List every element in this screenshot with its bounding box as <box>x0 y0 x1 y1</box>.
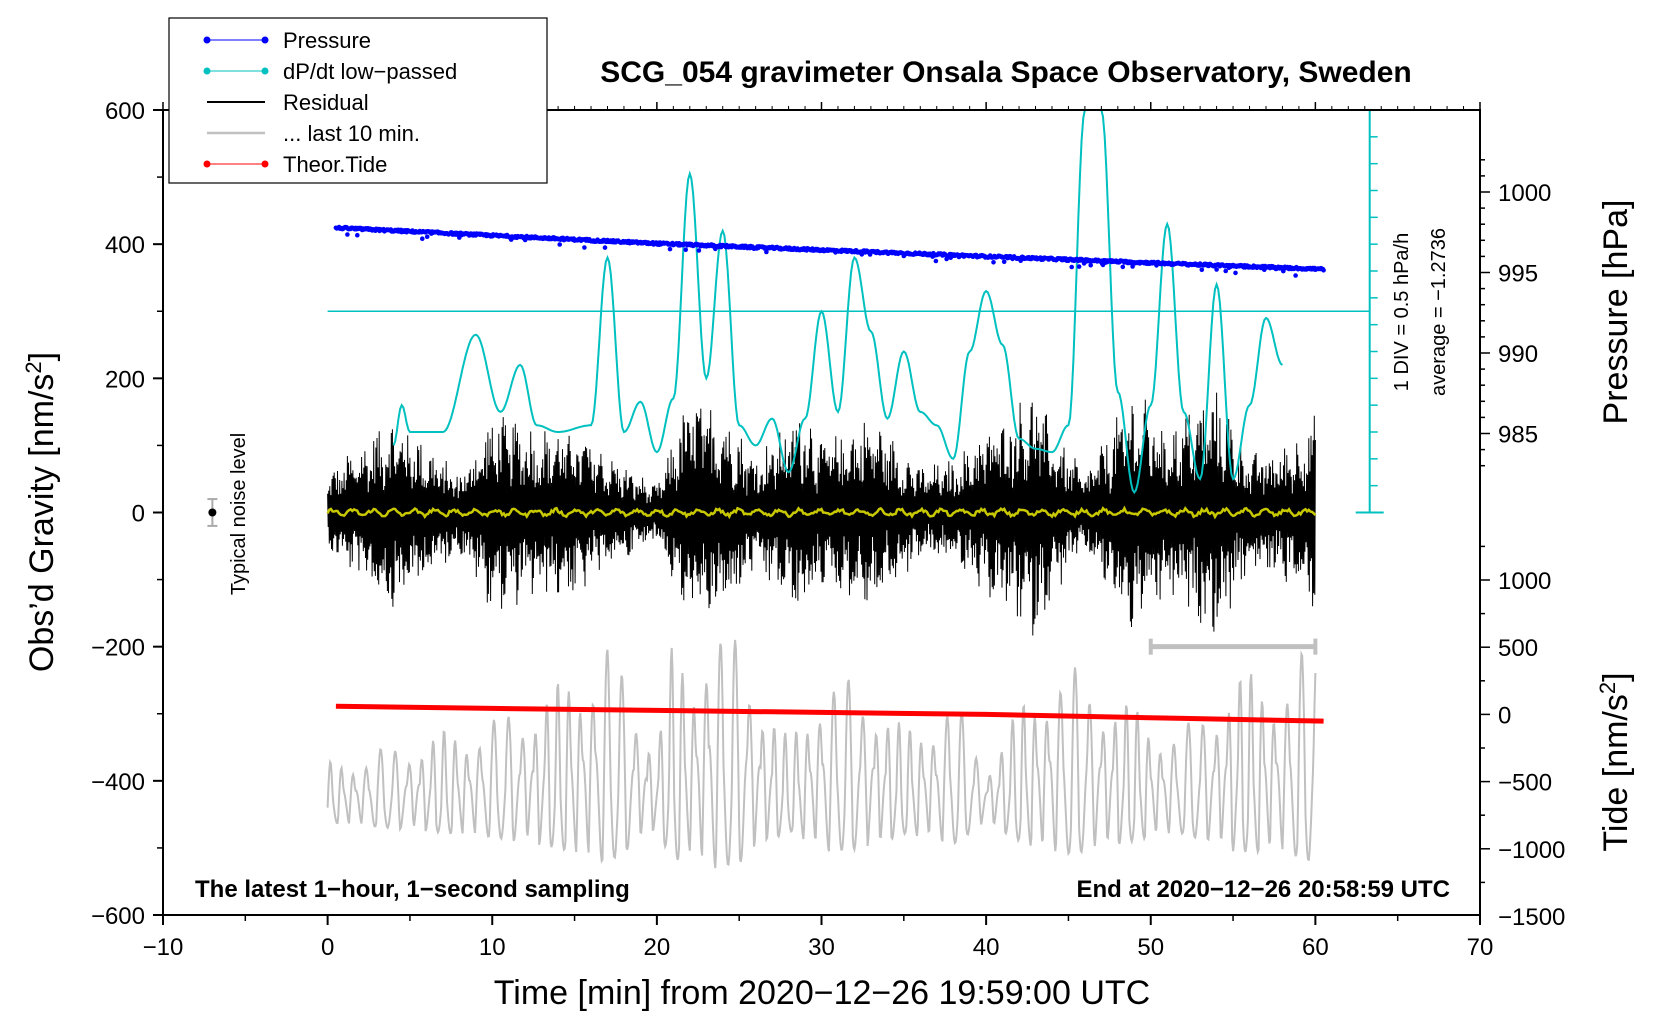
pressure-point <box>991 260 996 265</box>
pressure-point <box>933 258 939 264</box>
tide-tick-label: −1500 <box>1498 904 1565 931</box>
annotation-noise-level: Typical noise level <box>228 433 250 595</box>
chart-title: SCG_054 gravimeter Onsala Space Observat… <box>600 56 1412 89</box>
tide-series <box>335 703 1324 724</box>
pressure-point <box>683 247 688 252</box>
x-tick-label: −10 <box>143 934 184 961</box>
y-tick-label: 200 <box>105 366 145 393</box>
legend-marker <box>203 36 211 44</box>
y-axis-title: Obs’d Gravity [nm/s2] <box>21 352 61 672</box>
pressure-axis-title: Pressure [hPa] <box>1597 200 1635 425</box>
y-axis-title-sup: 2 <box>21 361 46 373</box>
pressure-point <box>602 245 608 250</box>
pressure-tick-label: 985 <box>1498 422 1538 449</box>
pressure-point <box>1088 262 1093 268</box>
y-tick-label: 0 <box>132 501 145 528</box>
legend-label: dP/dt low−passed <box>283 59 457 84</box>
legend-entries: Pressure dP/dt low−passed Residual ... last… <box>203 28 457 177</box>
legend-marker <box>261 67 269 75</box>
legend: Pressure dP/dt low−passed Residual ... last… <box>168 17 548 184</box>
x-tick-label: 10 <box>479 934 506 961</box>
pressure-point <box>1233 270 1238 276</box>
pressure-point <box>1120 264 1126 270</box>
x-tick-label: 20 <box>644 934 671 961</box>
pressure-tick-label: 1000 <box>1498 180 1551 207</box>
tide-tick-label: 0 <box>1498 702 1511 729</box>
y-axis-title-main: Obs’d Gravity [nm/s <box>23 374 61 673</box>
x-tick-label: 40 <box>973 934 1000 961</box>
pressure-point <box>582 245 587 250</box>
residual-line <box>327 392 1316 636</box>
y-tick-label: 400 <box>105 232 145 259</box>
pressure-tick-label: 995 <box>1498 261 1538 288</box>
x-tick-label: 30 <box>808 934 835 961</box>
legend-label: ... last 10 min. <box>283 121 420 146</box>
pressure-tick-label: 990 <box>1498 341 1538 368</box>
tide-axis-title: Tide [nm/s2] <box>1595 672 1635 851</box>
tide-tick-label: 1000 <box>1498 568 1551 595</box>
pressure-series <box>333 224 1326 278</box>
pressure-point <box>1069 264 1074 270</box>
x-tick-label: 70 <box>1467 934 1494 961</box>
y-tick-label: 600 <box>105 98 145 125</box>
pressure-point <box>1223 268 1228 274</box>
tide-axis-title-sup: 2 <box>1595 682 1620 694</box>
annotation-average: average = −1.2736 <box>1428 228 1450 396</box>
pressure-point <box>1321 268 1326 273</box>
y-axis-title-close: ] <box>23 352 61 361</box>
legend-label: Theor.Tide <box>283 152 387 177</box>
x-tick-label: 50 <box>1137 934 1164 961</box>
legend-label: Residual <box>283 90 369 115</box>
last-10-min-series <box>326 639 1317 869</box>
residual-series <box>326 392 1317 636</box>
legend-marker <box>261 160 269 168</box>
annotation-div: 1 DIV = 0.5 hPa/h <box>1391 233 1413 391</box>
pressure-point <box>1293 273 1298 278</box>
pressure-point <box>696 248 702 253</box>
legend-marker <box>261 36 269 44</box>
tide-axis-title-close: ] <box>1597 672 1635 681</box>
legend-marker <box>203 67 211 75</box>
legend-label: Pressure <box>283 28 371 53</box>
pressure-point <box>1130 264 1135 269</box>
residual-smoothed-line <box>326 505 1317 520</box>
pressure-point <box>1076 264 1082 269</box>
dpdt-series <box>327 109 1384 514</box>
dpdt-line <box>392 109 1284 495</box>
pressure-point <box>424 234 430 239</box>
y-tick-label: −400 <box>91 769 145 796</box>
pressure-point <box>557 242 562 247</box>
pressure-point <box>1001 259 1007 265</box>
last-10-min-line <box>326 639 1317 869</box>
pressure-point <box>355 232 360 238</box>
pressure-point <box>345 232 350 237</box>
tide-tick-label: −1000 <box>1498 837 1565 864</box>
legend-marker <box>203 160 211 168</box>
pressure-point <box>667 246 673 252</box>
legend-box <box>168 17 548 184</box>
tide-tick-label: 500 <box>1498 635 1538 662</box>
chart-annotations-marks <box>207 498 1318 655</box>
tide-tick-label: −500 <box>1498 770 1552 797</box>
y-tick-label: −600 <box>91 903 145 930</box>
tide-line <box>335 703 1324 724</box>
tide-axis-title-main: Tide [nm/s <box>1597 694 1635 851</box>
annotation-end-time: End at 2020−12−26 20:58:59 UTC <box>1076 876 1450 903</box>
x-tick-label: 60 <box>1302 934 1329 961</box>
y-tick-label: −200 <box>91 635 145 662</box>
axes: −10 0 10 20 30 40 50 60 70 −600 −400 −200 0 200 400 600… <box>91 98 1565 961</box>
x-tick-label: 0 <box>321 934 334 961</box>
pressure-point <box>1214 267 1219 272</box>
annotation-latest-hour: The latest 1−hour, 1−second sampling <box>195 876 630 903</box>
pressure-point <box>1199 267 1205 273</box>
pressure-point <box>420 236 425 241</box>
x-axis-title: Time [min] from 2020−12−26 19:59:00 UTC <box>494 974 1150 1012</box>
noise-point <box>208 508 217 517</box>
